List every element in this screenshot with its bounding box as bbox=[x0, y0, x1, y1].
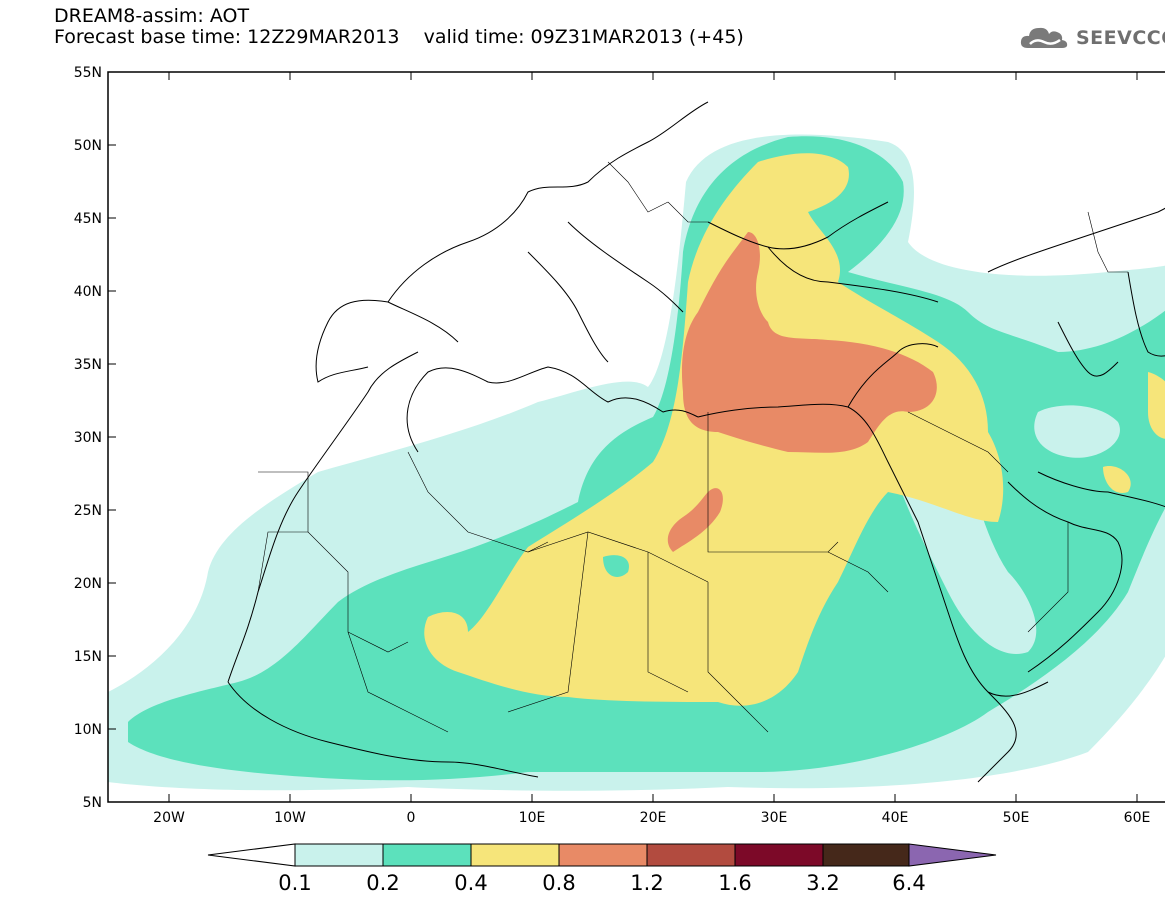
colorbar-label: 3.2 bbox=[806, 871, 839, 895]
colorbar-label: 1.6 bbox=[718, 871, 751, 895]
colorbar-label: 0.4 bbox=[454, 871, 487, 895]
map-panel: 55N 50N 45N 40N 35N 30N 25N 20N 15N 10N … bbox=[58, 62, 1165, 836]
lon-label: 10W bbox=[274, 810, 306, 826]
colorbar: 0.1 0.2 0.4 0.8 1.2 1.6 3.2 6.4 bbox=[0, 838, 1165, 902]
colorbar-over-triangle bbox=[908, 843, 997, 867]
aot-map: 55N 50N 45N 40N 35N 30N 25N 20N 15N 10N … bbox=[74, 65, 1165, 826]
lat-label: 40N bbox=[74, 284, 102, 300]
lat-label: 5N bbox=[83, 795, 102, 811]
base-time: Forecast base time: 12Z29MAR2013 bbox=[54, 26, 400, 48]
colorbar-label: 0.2 bbox=[366, 871, 399, 895]
colorbar-svg: 0.1 0.2 0.4 0.8 1.2 1.6 3.2 6.4 bbox=[207, 843, 997, 895]
lon-label: 60E bbox=[1124, 810, 1151, 826]
colorbar-label: 1.2 bbox=[630, 871, 663, 895]
lon-label: 30E bbox=[761, 810, 788, 826]
colorbar-swatch bbox=[646, 843, 736, 867]
lon-label: 10E bbox=[519, 810, 546, 826]
colorbar-label: 0.8 bbox=[542, 871, 575, 895]
map-title: DREAM8-assim: AOT Forecast base time: 12… bbox=[54, 6, 744, 48]
lat-label: 30N bbox=[74, 430, 102, 446]
lon-axis: 20W 10W 0 10E 20E 30E 40E 50E 60E bbox=[153, 72, 1150, 826]
model-title: DREAM8-assim: AOT bbox=[54, 5, 250, 27]
colorbar-swatch bbox=[294, 843, 384, 867]
logo-text: SEEVCCC bbox=[1076, 27, 1165, 49]
lat-label: 15N bbox=[74, 649, 102, 665]
lat-label: 35N bbox=[74, 357, 102, 373]
lon-label: 0 bbox=[407, 810, 416, 826]
colorbar-swatch bbox=[558, 843, 648, 867]
lat-label: 10N bbox=[74, 722, 102, 738]
time-info: Forecast base time: 12Z29MAR2013 valid t… bbox=[54, 27, 744, 48]
lat-label: 25N bbox=[74, 503, 102, 519]
lon-label: 20E bbox=[640, 810, 667, 826]
lat-label: 50N bbox=[74, 138, 102, 154]
colorbar-swatch bbox=[382, 843, 472, 867]
lon-label: 20W bbox=[153, 810, 185, 826]
colorbar-swatch bbox=[734, 843, 824, 867]
cloud-icon bbox=[1020, 27, 1068, 48]
lat-axis: 55N 50N 45N 40N 35N 30N 25N 20N 15N 10N … bbox=[74, 65, 116, 811]
aot-0.8-1.2-layer bbox=[667, 232, 937, 552]
colorbar-swatch bbox=[470, 843, 560, 867]
lon-label: 40E bbox=[882, 810, 909, 826]
colorbar-label: 0.1 bbox=[278, 871, 311, 895]
lat-label: 55N bbox=[74, 65, 102, 81]
lat-label: 45N bbox=[74, 211, 102, 227]
borders bbox=[257, 161, 1128, 733]
coastlines bbox=[227, 101, 1165, 783]
colorbar-under-triangle bbox=[207, 843, 296, 867]
colorbar-swatch bbox=[822, 843, 910, 867]
lat-label: 20N bbox=[74, 576, 102, 592]
lon-label: 50E bbox=[1003, 810, 1030, 826]
seevccc-logo: SEEVCCC bbox=[1018, 24, 1165, 52]
valid-time: valid time: 09Z31MAR2013 (+45) bbox=[423, 26, 744, 48]
colorbar-label: 6.4 bbox=[892, 871, 925, 895]
